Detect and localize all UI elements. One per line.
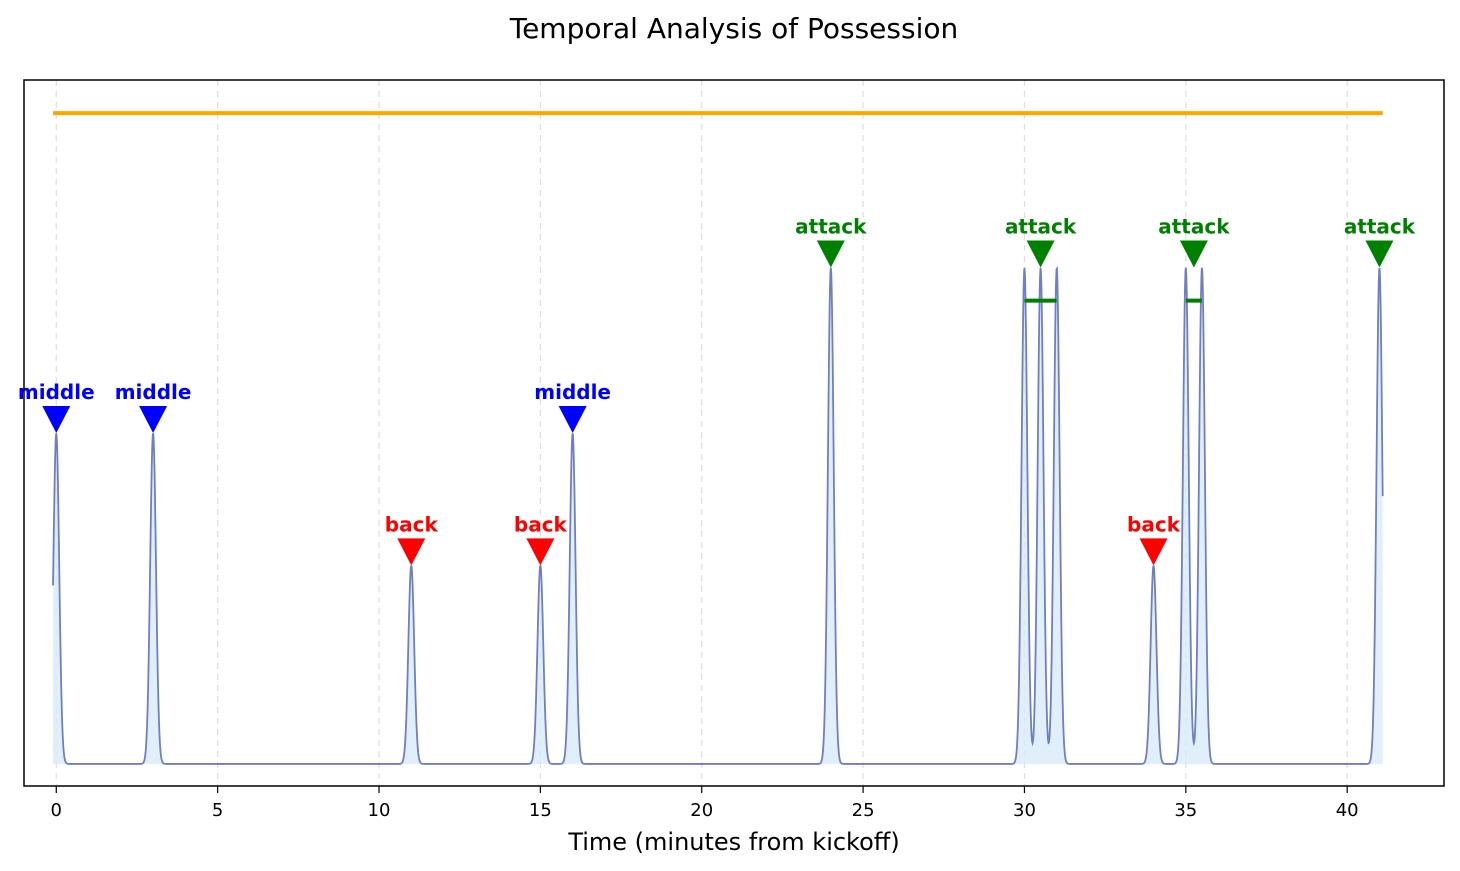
chart-title: Temporal Analysis of Possession: [509, 12, 959, 45]
marker-label-9: attack: [1344, 215, 1416, 239]
x-axis-label: Time (minutes from kickoff): [567, 828, 899, 856]
marker-middle-1: [139, 406, 168, 433]
marker-attack-8: [1179, 240, 1208, 268]
marker-attack-5: [816, 240, 845, 268]
x-tick-label-15: 15: [529, 800, 552, 821]
x-tick-label-0: 0: [51, 800, 62, 821]
marker-middle-0: [42, 406, 71, 433]
marker-middle-4: [558, 406, 587, 433]
marker-label-7: back: [1127, 512, 1181, 536]
x-tick-label-25: 25: [852, 800, 875, 821]
marker-back-3: [526, 538, 555, 566]
plot-frame: [23, 79, 1445, 787]
x-tick-label-30: 30: [1013, 800, 1036, 821]
x-tick-label-10: 10: [368, 800, 391, 821]
marker-attack-9: [1365, 240, 1394, 268]
x-tick-label-40: 40: [1336, 800, 1359, 821]
marker-label-4: middle: [534, 380, 611, 404]
event-markers: middle middle back back middle attack attack ba…: [18, 215, 1416, 566]
marker-label-1: middle: [115, 380, 192, 404]
x-tick-label-35: 35: [1174, 800, 1197, 821]
marker-label-5: attack: [795, 215, 867, 239]
marker-label-8: attack: [1158, 215, 1230, 239]
marker-label-6: attack: [1005, 215, 1077, 239]
x-axis-ticks: 0 5 10 15 20 25 30 35 40: [51, 786, 1359, 821]
marker-label-2: back: [385, 512, 439, 536]
marker-label-3: back: [514, 512, 568, 536]
x-tick-label-20: 20: [690, 800, 713, 821]
marker-label-0: middle: [18, 380, 95, 404]
marker-back-2: [397, 538, 426, 566]
density-line: [52, 265, 1384, 765]
x-tick-label-5: 5: [212, 800, 223, 821]
density-line-group: [52, 265, 1384, 765]
marker-attack-6: [1026, 240, 1055, 268]
marker-back-7: [1139, 538, 1168, 566]
